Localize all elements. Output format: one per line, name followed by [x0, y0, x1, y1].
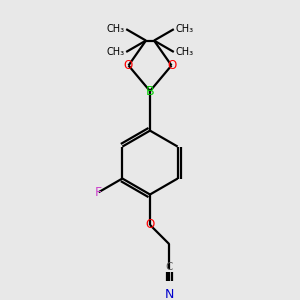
Text: F: F — [95, 186, 102, 199]
Text: O: O — [167, 59, 176, 72]
Text: N: N — [165, 288, 174, 300]
Text: CH₃: CH₃ — [106, 24, 125, 34]
Text: CH₃: CH₃ — [106, 47, 125, 57]
Text: C: C — [166, 262, 173, 272]
Text: CH₃: CH₃ — [175, 24, 194, 34]
Text: O: O — [146, 218, 154, 231]
Text: O: O — [124, 59, 133, 72]
Text: B: B — [146, 85, 154, 98]
Text: CH₃: CH₃ — [175, 47, 194, 57]
